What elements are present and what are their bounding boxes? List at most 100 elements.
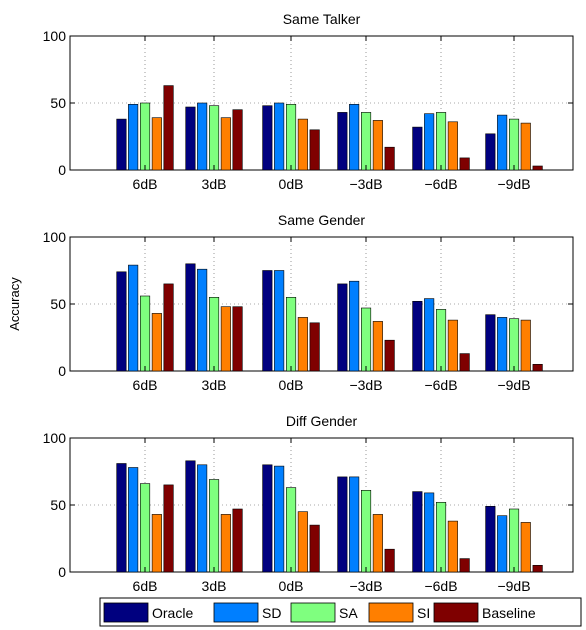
bar <box>520 319 531 372</box>
bar <box>220 306 231 372</box>
bar <box>424 492 435 573</box>
bar <box>520 522 531 573</box>
x-tick-label: −3dB <box>349 578 382 594</box>
bar <box>116 463 127 573</box>
y-tick-label: 50 <box>50 296 66 312</box>
x-tick-label: 3dB <box>202 578 227 594</box>
x-tick-label: 0dB <box>279 377 304 393</box>
bar <box>447 121 458 171</box>
bar <box>532 363 543 372</box>
bar <box>360 112 372 171</box>
bar <box>297 511 308 573</box>
bar <box>337 112 348 171</box>
bar <box>532 564 543 573</box>
bar <box>424 113 435 171</box>
y-tick-label: 50 <box>50 497 66 513</box>
bar <box>360 489 372 573</box>
y-tick-label: 0 <box>58 363 66 379</box>
bar <box>197 268 208 372</box>
x-tick-label: 0dB <box>279 578 304 594</box>
bar <box>163 484 174 573</box>
bar <box>232 306 243 372</box>
bar <box>485 314 496 372</box>
bar <box>185 106 196 171</box>
bar <box>435 309 447 372</box>
bar <box>508 118 520 171</box>
y-axis-label: Accuracy <box>7 277 22 331</box>
bar <box>384 339 395 372</box>
bar <box>209 296 220 372</box>
x-tick-label: 6dB <box>133 377 158 393</box>
y-tick-label: 100 <box>43 229 67 245</box>
bar <box>297 118 308 171</box>
bar <box>532 165 543 171</box>
bar <box>262 464 273 573</box>
panel-title: Same Gender <box>278 212 365 228</box>
bar <box>163 85 174 171</box>
bar <box>372 120 383 171</box>
bar <box>360 307 372 372</box>
bar <box>520 122 531 171</box>
legend-label: SD <box>262 605 281 621</box>
bar <box>435 501 447 573</box>
bar <box>274 465 285 573</box>
x-tick-label: −9dB <box>497 176 530 192</box>
bar <box>497 317 508 372</box>
bar <box>209 479 220 573</box>
bar <box>274 270 285 372</box>
chart-panel: 0 50 100 6dB 3dB 0dB −3dB −6dB −9dB Diff Gender <box>43 413 574 594</box>
bar <box>151 313 162 372</box>
x-tick-label: 3dB <box>202 176 227 192</box>
legend-swatch <box>213 602 259 623</box>
x-tick-label: 6dB <box>133 578 158 594</box>
bar <box>209 105 220 171</box>
x-tick-label: −6dB <box>424 578 457 594</box>
bar <box>412 300 423 372</box>
legend-label: SI <box>417 605 430 621</box>
bar <box>140 102 151 171</box>
legend-swatch <box>290 602 336 623</box>
legend-swatch <box>103 602 149 623</box>
bar <box>497 515 508 573</box>
chart-panel: 0 50 100 6dB 3dB 0dB −3dB −6dB −9dB Same Gender <box>43 212 574 393</box>
y-tick-label: 50 <box>50 95 66 111</box>
bar <box>459 157 470 171</box>
bar <box>140 483 151 573</box>
x-tick-label: −9dB <box>497 377 530 393</box>
bar <box>197 464 208 573</box>
bar <box>128 104 139 171</box>
bar <box>309 322 320 372</box>
chart-panel: 0 50 100 6dB 3dB 0dB −3dB −6dB −9dB Same Talker <box>43 11 574 192</box>
bar <box>309 524 320 573</box>
legend: Oracle SD SA SI Baseline <box>99 597 582 627</box>
bar <box>485 505 496 573</box>
bar <box>116 118 127 171</box>
bar <box>372 321 383 372</box>
legend-swatch <box>368 602 414 623</box>
bar <box>447 319 458 372</box>
bar <box>384 146 395 171</box>
bar <box>220 514 231 573</box>
bar <box>232 508 243 573</box>
x-tick-label: −6dB <box>424 377 457 393</box>
bar <box>349 476 360 573</box>
bar <box>140 295 151 372</box>
y-tick-label: 0 <box>58 564 66 580</box>
legend-swatch <box>433 602 479 623</box>
x-tick-label: −3dB <box>349 176 382 192</box>
bar <box>285 296 297 372</box>
bar <box>116 271 127 372</box>
bar <box>384 548 395 573</box>
panel-title: Same Talker <box>283 11 361 27</box>
x-tick-label: 6dB <box>133 176 158 192</box>
y-tick-label: 100 <box>43 430 67 446</box>
x-tick-label: −6dB <box>424 176 457 192</box>
chart-panels: 0 50 100 6dB 3dB 0dB −3dB −6dB −9dB Same Talker 0 5… <box>43 11 574 594</box>
bar <box>309 129 320 171</box>
bar <box>337 476 348 573</box>
bar <box>163 283 174 372</box>
x-tick-label: −9dB <box>497 578 530 594</box>
bar <box>435 112 447 171</box>
legend-label: Oracle <box>152 605 193 621</box>
